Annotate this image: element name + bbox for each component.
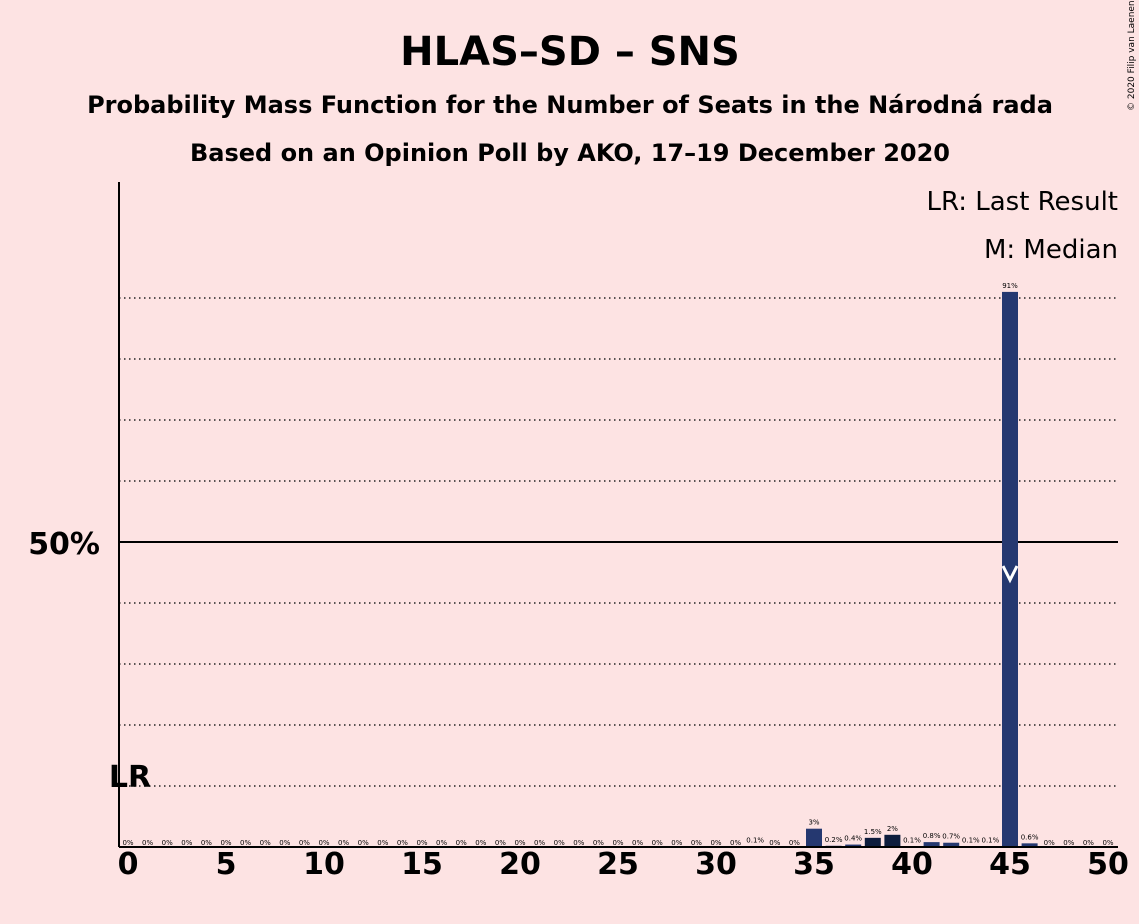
bar-seat-37 bbox=[845, 844, 862, 847]
data-labels: 0% 0% 0% 0% 0% 0% 0% 0% 0% 0% 0% 0% 0% 0% 0% 0% 0% 0% 0% 0%… bbox=[122, 282, 1113, 847]
data-label-seat-46: 0.6% bbox=[1021, 833, 1039, 841]
data-label-seat-50: 0% bbox=[1102, 839, 1113, 847]
data-label-seat-12: 0% bbox=[358, 839, 369, 847]
bar-seat-45 bbox=[1002, 291, 1018, 847]
x-tick-label-5: 5 bbox=[216, 847, 237, 882]
data-label-seat-32: 0.1% bbox=[746, 836, 764, 844]
x-tick-label-0: 0 bbox=[118, 847, 139, 882]
copyright-note: © 2020 Filip van Laenen bbox=[1127, 0, 1137, 111]
data-label-seat-13: 0% bbox=[377, 839, 388, 847]
x-tick-label-10: 10 bbox=[303, 847, 345, 882]
data-label-seat-11: 0% bbox=[338, 839, 349, 847]
x-tick-label-40: 40 bbox=[891, 847, 933, 882]
data-label-seat-44: 0.1% bbox=[982, 836, 1000, 844]
data-label-seat-28: 0% bbox=[671, 839, 682, 847]
data-label-seat-5: 0% bbox=[220, 839, 231, 847]
chart-subtitle-poll: Based on an Opinion Poll by AKO, 17–19 D… bbox=[190, 139, 950, 167]
data-label-seat-10: 0% bbox=[318, 839, 329, 847]
data-label-seat-26: 0% bbox=[632, 839, 643, 847]
data-label-seat-8: 0% bbox=[279, 839, 290, 847]
data-label-seat-24: 0% bbox=[593, 839, 604, 847]
data-label-seat-36: 0.2% bbox=[825, 836, 843, 844]
bar-seat-38 bbox=[864, 837, 881, 847]
data-label-seat-16: 0% bbox=[436, 839, 447, 847]
data-label-seat-0: 0% bbox=[122, 839, 133, 847]
bar-seat-46 bbox=[1021, 843, 1038, 847]
data-label-seat-49: 0% bbox=[1083, 839, 1094, 847]
x-tick-label-45: 45 bbox=[989, 847, 1031, 882]
data-label-seat-39: 2% bbox=[887, 825, 898, 833]
data-label-seat-41: 0.8% bbox=[923, 832, 941, 840]
data-label-seat-14: 0% bbox=[397, 839, 408, 847]
y-tick-label-50: 50% bbox=[28, 527, 100, 562]
bar-seat-39 bbox=[884, 834, 901, 847]
data-label-seat-48: 0% bbox=[1063, 839, 1074, 847]
data-label-seat-31: 0% bbox=[730, 839, 741, 847]
data-label-seat-21: 0% bbox=[534, 839, 545, 847]
data-label-seat-9: 0% bbox=[299, 839, 310, 847]
data-label-seat-22: 0% bbox=[554, 839, 565, 847]
data-label-seat-25: 0% bbox=[612, 839, 623, 847]
data-label-seat-47: 0% bbox=[1044, 839, 1055, 847]
gridlines bbox=[119, 297, 1118, 787]
data-label-seat-30: 0% bbox=[710, 839, 721, 847]
x-tick-label-35: 35 bbox=[793, 847, 835, 882]
data-label-seat-33: 0% bbox=[769, 839, 780, 847]
data-label-seat-1: 0% bbox=[142, 839, 153, 847]
data-label-seat-43: 0.1% bbox=[962, 836, 980, 844]
bar-seat-42 bbox=[943, 842, 960, 847]
x-tick-label-20: 20 bbox=[499, 847, 541, 882]
data-label-seat-19: 0% bbox=[495, 839, 506, 847]
legend-median: M: Median bbox=[984, 235, 1118, 265]
data-label-seat-35: 3% bbox=[808, 819, 819, 827]
data-label-seat-37: 0.4% bbox=[844, 835, 862, 843]
data-label-seat-38: 1.5% bbox=[864, 828, 882, 836]
x-tick-label-15: 15 bbox=[401, 847, 443, 882]
data-label-seat-18: 0% bbox=[475, 839, 486, 847]
median-marker bbox=[1001, 565, 1019, 584]
data-label-seat-40: 0.1% bbox=[903, 836, 921, 844]
data-label-seat-6: 0% bbox=[240, 839, 251, 847]
data-label-seat-4: 0% bbox=[201, 839, 212, 847]
last-result-label: LR bbox=[109, 760, 151, 795]
chart-subtitle: Probability Mass Function for the Number… bbox=[87, 91, 1053, 119]
x-tick-label-50: 50 bbox=[1087, 847, 1129, 882]
data-label-seat-34: 0% bbox=[789, 839, 800, 847]
x-tick-label-30: 30 bbox=[695, 847, 737, 882]
bars bbox=[747, 291, 1038, 847]
x-tick-label-25: 25 bbox=[597, 847, 639, 882]
data-label-seat-3: 0% bbox=[181, 839, 192, 847]
data-label-seat-27: 0% bbox=[652, 839, 663, 847]
x-axis-ticks: 0 5 10 15 20 25 30 35 40 45 50 bbox=[118, 847, 1129, 882]
legend-last-result: LR: Last Result bbox=[926, 187, 1118, 217]
data-label-seat-15: 0% bbox=[416, 839, 427, 847]
bar-seat-41 bbox=[923, 842, 940, 847]
data-label-seat-42: 0.7% bbox=[942, 833, 960, 841]
data-label-seat-7: 0% bbox=[260, 839, 271, 847]
data-label-seat-29: 0% bbox=[691, 839, 702, 847]
data-label-seat-2: 0% bbox=[162, 839, 173, 847]
data-label-seat-17: 0% bbox=[456, 839, 467, 847]
data-label-seat-20: 0% bbox=[514, 839, 525, 847]
bar-seat-35 bbox=[806, 828, 822, 847]
data-label-seat-45: 91% bbox=[1002, 282, 1018, 290]
chart-title: HLAS–SD – SNS bbox=[400, 29, 740, 75]
data-label-seat-23: 0% bbox=[573, 839, 584, 847]
